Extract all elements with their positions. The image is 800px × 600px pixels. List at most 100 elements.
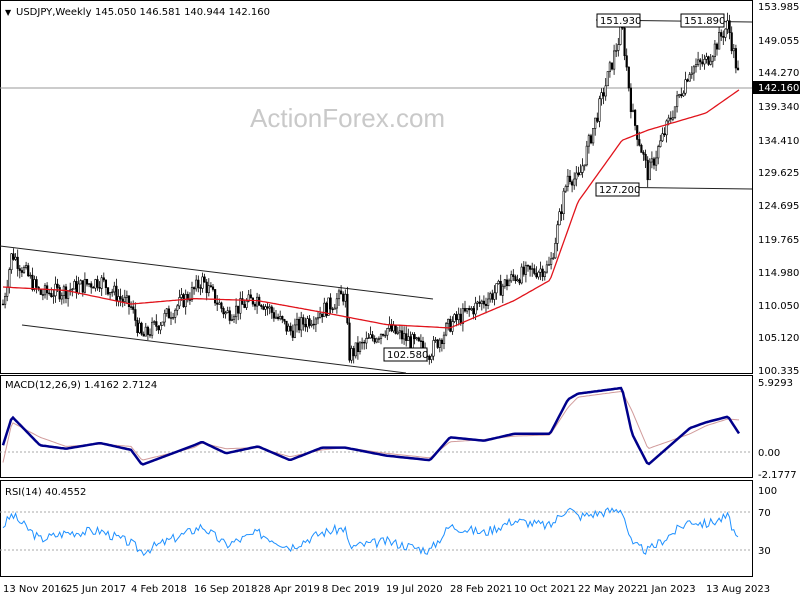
candle-body — [522, 266, 525, 275]
candle-body — [62, 286, 65, 296]
candle-body — [153, 321, 156, 323]
candle-body — [207, 285, 210, 294]
candle-body — [432, 340, 435, 357]
candle-body — [203, 276, 206, 283]
price-tick: 105.120 — [758, 333, 799, 344]
candle-body — [148, 334, 152, 336]
candle-body — [585, 145, 588, 166]
candle-body — [558, 211, 561, 226]
candle-body — [79, 280, 82, 285]
candle-body — [421, 340, 425, 349]
rsi-tick: 70 — [758, 508, 771, 519]
candle-body — [360, 341, 364, 344]
candle-body — [453, 314, 456, 322]
candle-body — [10, 253, 13, 271]
candle-body — [283, 319, 286, 322]
price-tick: 144.270 — [758, 68, 799, 79]
candle-body — [493, 292, 496, 300]
candle-body — [556, 224, 559, 244]
x-tick: 28 Apr 2019 — [258, 584, 320, 595]
candle-body — [587, 135, 590, 147]
candle-body — [310, 323, 313, 326]
candle-body — [163, 313, 166, 323]
candle-body — [102, 277, 105, 281]
candle-body — [617, 44, 620, 51]
candle-body — [373, 338, 376, 343]
candle-body — [253, 303, 257, 307]
candle-body — [358, 342, 362, 353]
candle-body — [188, 299, 192, 301]
candle-body — [386, 328, 389, 336]
candle-body — [726, 20, 729, 30]
candle-body — [724, 28, 727, 38]
candle-body — [505, 279, 509, 287]
dropdown-triangle-icon[interactable]: ▼ — [5, 8, 12, 17]
candle-body — [142, 333, 145, 337]
candle-body — [81, 280, 84, 293]
candle-body — [673, 106, 677, 119]
candle-body — [316, 317, 320, 320]
candle-body — [127, 295, 131, 307]
candle-body — [419, 340, 423, 342]
rsi-panel-title: RSI(14) 40.4552 — [5, 487, 86, 498]
candle-body — [411, 334, 414, 349]
price-tick: 153.985 — [758, 2, 799, 13]
candle-body — [20, 270, 24, 273]
candle-body — [276, 316, 280, 320]
price-tick: 139.340 — [758, 102, 799, 113]
svg-text:151.930: 151.930 — [600, 16, 641, 27]
candle-body — [27, 265, 30, 277]
candle-body — [474, 302, 477, 315]
macd-tick: 0.00 — [758, 448, 780, 459]
candle-body — [615, 50, 618, 52]
candle-body — [591, 128, 595, 144]
candle-body — [130, 306, 133, 308]
x-tick: 28 Feb 2021 — [450, 584, 512, 595]
candle-body — [507, 280, 511, 287]
candle-body — [531, 268, 534, 270]
candle-body — [457, 313, 460, 321]
candle-body — [535, 273, 538, 278]
candle-body — [199, 287, 202, 289]
candle-body — [675, 95, 679, 108]
candle-body — [325, 302, 328, 316]
candle-body — [260, 304, 263, 307]
candle-body — [428, 355, 431, 360]
candle-body — [230, 318, 234, 321]
candle-body — [295, 318, 299, 326]
candle-body — [554, 243, 557, 259]
candle-body — [18, 268, 21, 271]
candle-body — [14, 256, 17, 260]
candle-body — [690, 72, 693, 75]
macd-main-line — [1, 386, 741, 466]
candle-body — [484, 303, 488, 306]
candle-body — [180, 294, 183, 298]
candle-body — [638, 139, 641, 146]
candle-body — [442, 334, 446, 345]
candle-body — [29, 274, 32, 277]
candle-body — [255, 296, 259, 307]
candle-body — [568, 175, 572, 183]
candle-body — [287, 325, 290, 332]
candle-body — [396, 331, 399, 334]
candle-body — [146, 326, 150, 335]
candle-body — [661, 133, 664, 142]
candle-body — [94, 279, 97, 289]
candle-body — [22, 267, 26, 273]
candle-body — [581, 165, 584, 173]
last-price-label: 142.160 — [753, 81, 800, 94]
candle-body — [270, 306, 273, 313]
candle-body — [4, 296, 7, 305]
candle-body — [176, 305, 179, 311]
candle-body — [642, 152, 645, 155]
price-tick: 119.765 — [758, 235, 799, 246]
candle-body — [279, 316, 282, 320]
candle-body — [610, 62, 614, 70]
x-tick: 19 Jul 2020 — [386, 584, 443, 595]
x-tick: 8 Dec 2019 — [322, 584, 380, 595]
candle-body — [237, 305, 240, 314]
candle-body — [707, 56, 710, 65]
candle-body — [318, 313, 322, 319]
candle-body — [463, 308, 467, 312]
candle-body — [241, 298, 244, 305]
